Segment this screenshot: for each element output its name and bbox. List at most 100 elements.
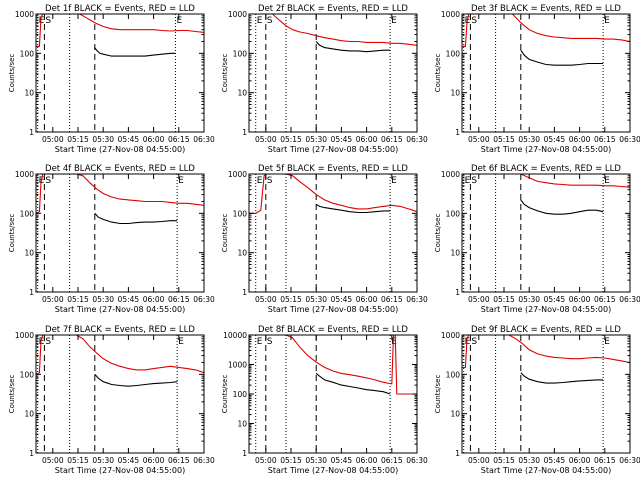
x-tick-label: 06:00	[569, 295, 591, 304]
y-tick-label: 10	[24, 89, 34, 98]
marker-label: S	[45, 176, 51, 186]
x-tick-label: 05:30	[305, 135, 327, 144]
x-tick-label: 06:00	[569, 456, 591, 465]
x-tick-label: 06:30	[619, 295, 640, 304]
x-tick-label: 06:15	[168, 456, 190, 465]
y-tick-label: 1000	[228, 10, 247, 19]
x-axis-label: Start Time (27-Nov-08 04:55:00)	[55, 305, 185, 314]
x-tick-label: 05:15	[280, 135, 302, 144]
plot-frame	[461, 334, 631, 454]
y-tick-label: 10	[237, 89, 247, 98]
marker-label: E	[257, 337, 263, 347]
marker-label: E	[257, 16, 263, 26]
y-tick-label: 1	[29, 288, 34, 297]
series-line-events	[520, 372, 604, 384]
x-tick-label: 06:30	[193, 456, 215, 465]
marker-label: E	[39, 16, 45, 26]
marker-label: S	[267, 176, 273, 186]
series-line-lld	[249, 173, 418, 214]
y-axis-label: Counts/sec	[434, 54, 442, 93]
marker-label: S	[471, 176, 477, 186]
y-tick-label: 10	[450, 89, 460, 98]
y-tick-label: 100	[20, 209, 35, 218]
x-tick-label: 05:00	[468, 456, 490, 465]
marker-label: S	[471, 337, 477, 347]
x-tick-label: 05:15	[67, 135, 89, 144]
x-tick-label: 06:00	[143, 295, 165, 304]
y-tick-label: 100	[233, 209, 248, 218]
x-axis-label: Start Time (27-Nov-08 04:55:00)	[268, 466, 398, 475]
plot-frame	[248, 13, 418, 133]
y-tick-label: 1000	[441, 10, 460, 19]
y-tick-label: 1000	[441, 331, 460, 340]
marker-label: S	[45, 16, 51, 26]
marker-label: E	[604, 337, 610, 347]
x-tick-label: 06:30	[406, 135, 428, 144]
y-tick-label: 1	[29, 449, 34, 458]
x-tick-label: 06:15	[594, 295, 616, 304]
chart-title: Det 8f BLACK = Events, RED = LLD	[258, 325, 408, 335]
plot-frame	[35, 13, 205, 133]
x-tick-label: 05:30	[92, 295, 114, 304]
marker-label: E	[257, 176, 263, 186]
x-tick-label: 06:15	[594, 456, 616, 465]
x-tick-label: 05:45	[544, 456, 566, 465]
chart-title: Det 9f BLACK = Events, RED = LLD	[471, 325, 621, 335]
x-tick-label: 06:15	[381, 295, 403, 304]
x-tick-label: 06:30	[193, 295, 215, 304]
series-line-events	[315, 41, 391, 53]
chart-title: Det 3f BLACK = Events, RED = LLD	[471, 4, 621, 14]
x-tick-label: 05:15	[280, 295, 302, 304]
x-tick-label: 06:00	[356, 456, 378, 465]
x-axis-label: Start Time (27-Nov-08 04:55:00)	[55, 466, 185, 475]
y-tick-label: 1	[29, 128, 34, 137]
x-tick-label: 05:15	[493, 135, 515, 144]
x-tick-label: 05:45	[118, 135, 140, 144]
y-tick-label: 1	[242, 288, 247, 297]
plot-frame	[461, 13, 631, 133]
plot-frame	[248, 173, 418, 293]
marker-label: E	[391, 16, 397, 26]
x-tick-label: 06:30	[619, 456, 640, 465]
x-tick-label: 06:15	[381, 135, 403, 144]
y-tick-label: 10	[450, 249, 460, 258]
marker-label: S	[267, 337, 273, 347]
x-tick-label: 05:30	[305, 456, 327, 465]
plot-frame	[461, 173, 631, 293]
chart-title: Det 7f BLACK = Events, RED = LLD	[45, 325, 195, 335]
y-tick-label: 1000	[228, 361, 247, 370]
series-line-events	[94, 212, 178, 225]
x-tick-label: 06:30	[193, 135, 215, 144]
y-tick-label: 10	[450, 410, 460, 419]
series-line-events	[315, 372, 391, 395]
x-tick-label: 05:00	[255, 295, 277, 304]
marker-label: E	[178, 337, 184, 347]
marker-label: E	[465, 337, 471, 347]
marker-label: E	[176, 16, 182, 26]
x-tick-label: 05:45	[331, 295, 353, 304]
series-line-events	[315, 203, 391, 214]
y-tick-label: 1	[455, 449, 460, 458]
marker-label: E	[465, 176, 471, 186]
x-tick-label: 06:00	[143, 135, 165, 144]
y-axis-label: Counts/sec	[221, 375, 229, 414]
x-tick-label: 05:30	[92, 456, 114, 465]
x-tick-label: 05:45	[544, 135, 566, 144]
x-tick-label: 05:15	[493, 456, 515, 465]
x-tick-label: 05:00	[42, 456, 64, 465]
marker-label: E	[391, 176, 397, 186]
y-tick-label: 1000	[15, 331, 34, 340]
y-tick-label: 100	[20, 49, 35, 58]
x-tick-label: 06:00	[356, 135, 378, 144]
x-tick-label: 05:30	[518, 135, 540, 144]
marker-label: E	[39, 337, 45, 347]
chart-title: Det 6f BLACK = Events, RED = LLD	[471, 164, 621, 174]
y-axis-label: Counts/sec	[8, 54, 16, 93]
